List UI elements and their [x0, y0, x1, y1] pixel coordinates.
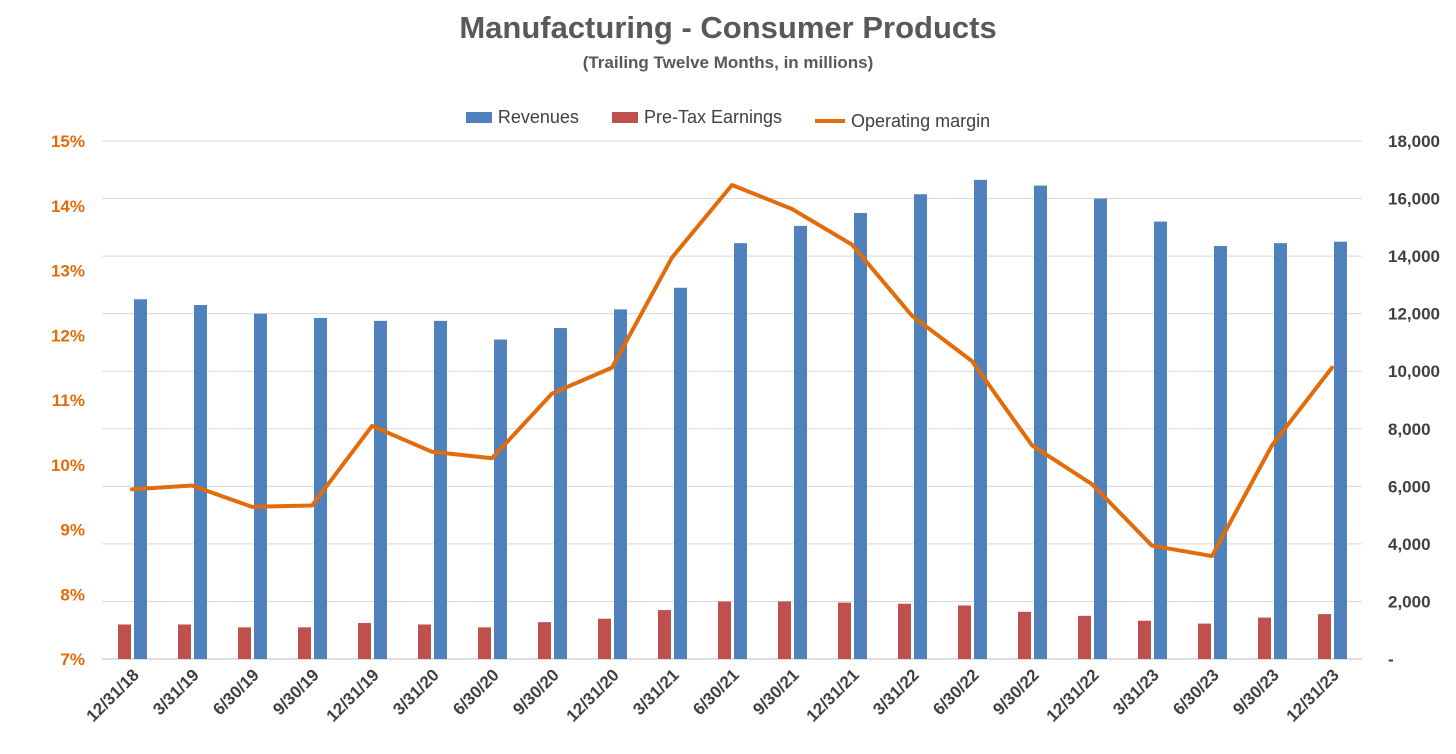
- bar-revenues: [194, 305, 207, 659]
- y-right-tick-label: 18,000: [1388, 132, 1440, 151]
- bar-revenues: [1334, 241, 1347, 659]
- bar-revenues: [494, 339, 507, 659]
- y-right-tick-label: 14,000: [1388, 247, 1440, 266]
- legend-label-operating-margin: Operating margin: [851, 110, 991, 131]
- x-tick-label: 6/30/22: [929, 665, 983, 719]
- bar-revenues: [254, 313, 267, 659]
- bar-pretax-earnings: [838, 602, 851, 659]
- chart-legend: Revenues Pre-Tax Earnings Operating marg…: [0, 107, 1456, 132]
- bar-revenues: [134, 299, 147, 659]
- y-left-tick-label: 8%: [60, 585, 85, 604]
- bar-revenues: [734, 243, 747, 659]
- y-left-tick-label: 7%: [60, 650, 85, 669]
- bar-pretax-earnings: [718, 601, 731, 659]
- bar-revenues: [1094, 198, 1107, 660]
- y-left-tick-label: 13%: [51, 262, 85, 281]
- y-right-tick-label: 12,000: [1388, 305, 1440, 324]
- bar-pretax-earnings: [598, 618, 611, 659]
- legend-swatch-operating-margin: [815, 119, 846, 123]
- x-tick-label: 9/30/23: [1229, 665, 1283, 719]
- x-tick-label: 3/31/20: [389, 665, 443, 719]
- x-tick-label: 6/30/19: [209, 665, 263, 719]
- legend-item-revenues: Revenues: [465, 107, 579, 128]
- y-left-tick-label: 10%: [51, 456, 85, 475]
- bar-pretax-earnings: [898, 603, 911, 659]
- legend-label-pretax-earnings: Pre-Tax Earnings: [643, 107, 783, 127]
- x-tick-label: 12/31/23: [1283, 665, 1343, 725]
- bar-revenues: [1154, 221, 1167, 660]
- x-tick-label: 12/31/22: [1043, 665, 1103, 725]
- bar-pretax-earnings: [538, 622, 551, 659]
- bar-pretax-earnings: [1258, 617, 1271, 659]
- legend-item-operating-margin: Operating margin: [815, 111, 990, 132]
- legend-swatch-revenues: [465, 112, 492, 123]
- bar-pretax-earnings: [958, 605, 971, 659]
- bar-revenues: [914, 194, 927, 659]
- bar-pretax-earnings: [1018, 611, 1031, 659]
- y-left-tick-label: 9%: [60, 521, 85, 540]
- x-tick-label: 12/31/20: [563, 665, 623, 725]
- bar-pretax-earnings: [778, 601, 791, 659]
- x-tick-label: 12/31/19: [323, 665, 383, 725]
- bar-revenues: [974, 179, 987, 659]
- bar-pretax-earnings: [178, 624, 191, 659]
- bar-pretax-earnings: [298, 627, 311, 659]
- bar-pretax-earnings: [358, 623, 371, 659]
- y-right-tick-label: 10,000: [1388, 362, 1440, 381]
- x-tick-label: 3/31/19: [149, 665, 203, 719]
- bar-revenues: [554, 328, 567, 659]
- bar-revenues: [314, 317, 327, 659]
- bar-revenues: [674, 287, 687, 659]
- bar-revenues: [1214, 246, 1227, 660]
- x-tick-label: 3/31/22: [869, 665, 923, 719]
- bar-pretax-earnings: [118, 624, 131, 659]
- x-tick-label: 9/30/22: [989, 665, 1043, 719]
- legend-item-pretax-earnings: Pre-Tax Earnings: [611, 107, 783, 128]
- chart-subtitle: (Trailing Twelve Months, in millions): [582, 53, 874, 72]
- bar-revenues: [854, 212, 867, 659]
- bar-pretax-earnings: [658, 610, 671, 659]
- chart-title: Manufacturing - Consumer Products: [459, 10, 997, 45]
- bar-revenues: [434, 320, 447, 659]
- bar-revenues: [1274, 243, 1287, 659]
- x-tick-label: 12/31/21: [803, 665, 863, 725]
- y-right-tick-label: -: [1388, 650, 1394, 669]
- bar-pretax-earnings: [238, 627, 251, 659]
- x-tick-label: 6/30/21: [689, 665, 743, 719]
- x-tick-label: 3/31/21: [629, 665, 683, 719]
- y-right-tick-label: 2,000: [1388, 592, 1431, 611]
- x-tick-label: 3/31/23: [1109, 665, 1163, 719]
- x-tick-label: 12/31/18: [83, 665, 143, 725]
- x-tick-label: 9/30/21: [749, 665, 803, 719]
- bar-pretax-earnings: [418, 624, 431, 659]
- y-left-tick-label: 15%: [51, 132, 85, 151]
- y-left-tick-label: 12%: [51, 326, 85, 345]
- y-right-tick-label: 6,000: [1388, 477, 1431, 496]
- bar-pretax-earnings: [1318, 614, 1331, 659]
- legend-label-revenues: Revenues: [497, 107, 579, 127]
- bar-revenues: [794, 225, 807, 659]
- legend-swatch-pretax-earnings: [611, 112, 638, 123]
- bar-revenues: [1034, 185, 1047, 659]
- bar-pretax-earnings: [1138, 620, 1151, 659]
- line-operating-margin: [130, 183, 1334, 559]
- x-tick-label: 6/30/23: [1169, 665, 1223, 719]
- y-left-tick-label: 11%: [52, 391, 85, 410]
- bar-pretax-earnings: [478, 627, 491, 659]
- bar-revenues: [374, 320, 387, 659]
- x-tick-label: 9/30/20: [509, 665, 563, 719]
- x-tick-label: 9/30/19: [269, 665, 323, 719]
- y-left-tick-label: 14%: [51, 197, 85, 216]
- y-right-tick-label: 16,000: [1388, 190, 1440, 209]
- bar-revenues: [614, 309, 627, 659]
- bar-pretax-earnings: [1198, 623, 1211, 659]
- y-right-tick-label: 8,000: [1388, 420, 1431, 439]
- x-tick-label: 6/30/20: [449, 665, 503, 719]
- y-right-tick-label: 4,000: [1388, 535, 1431, 554]
- bar-pretax-earnings: [1078, 615, 1091, 659]
